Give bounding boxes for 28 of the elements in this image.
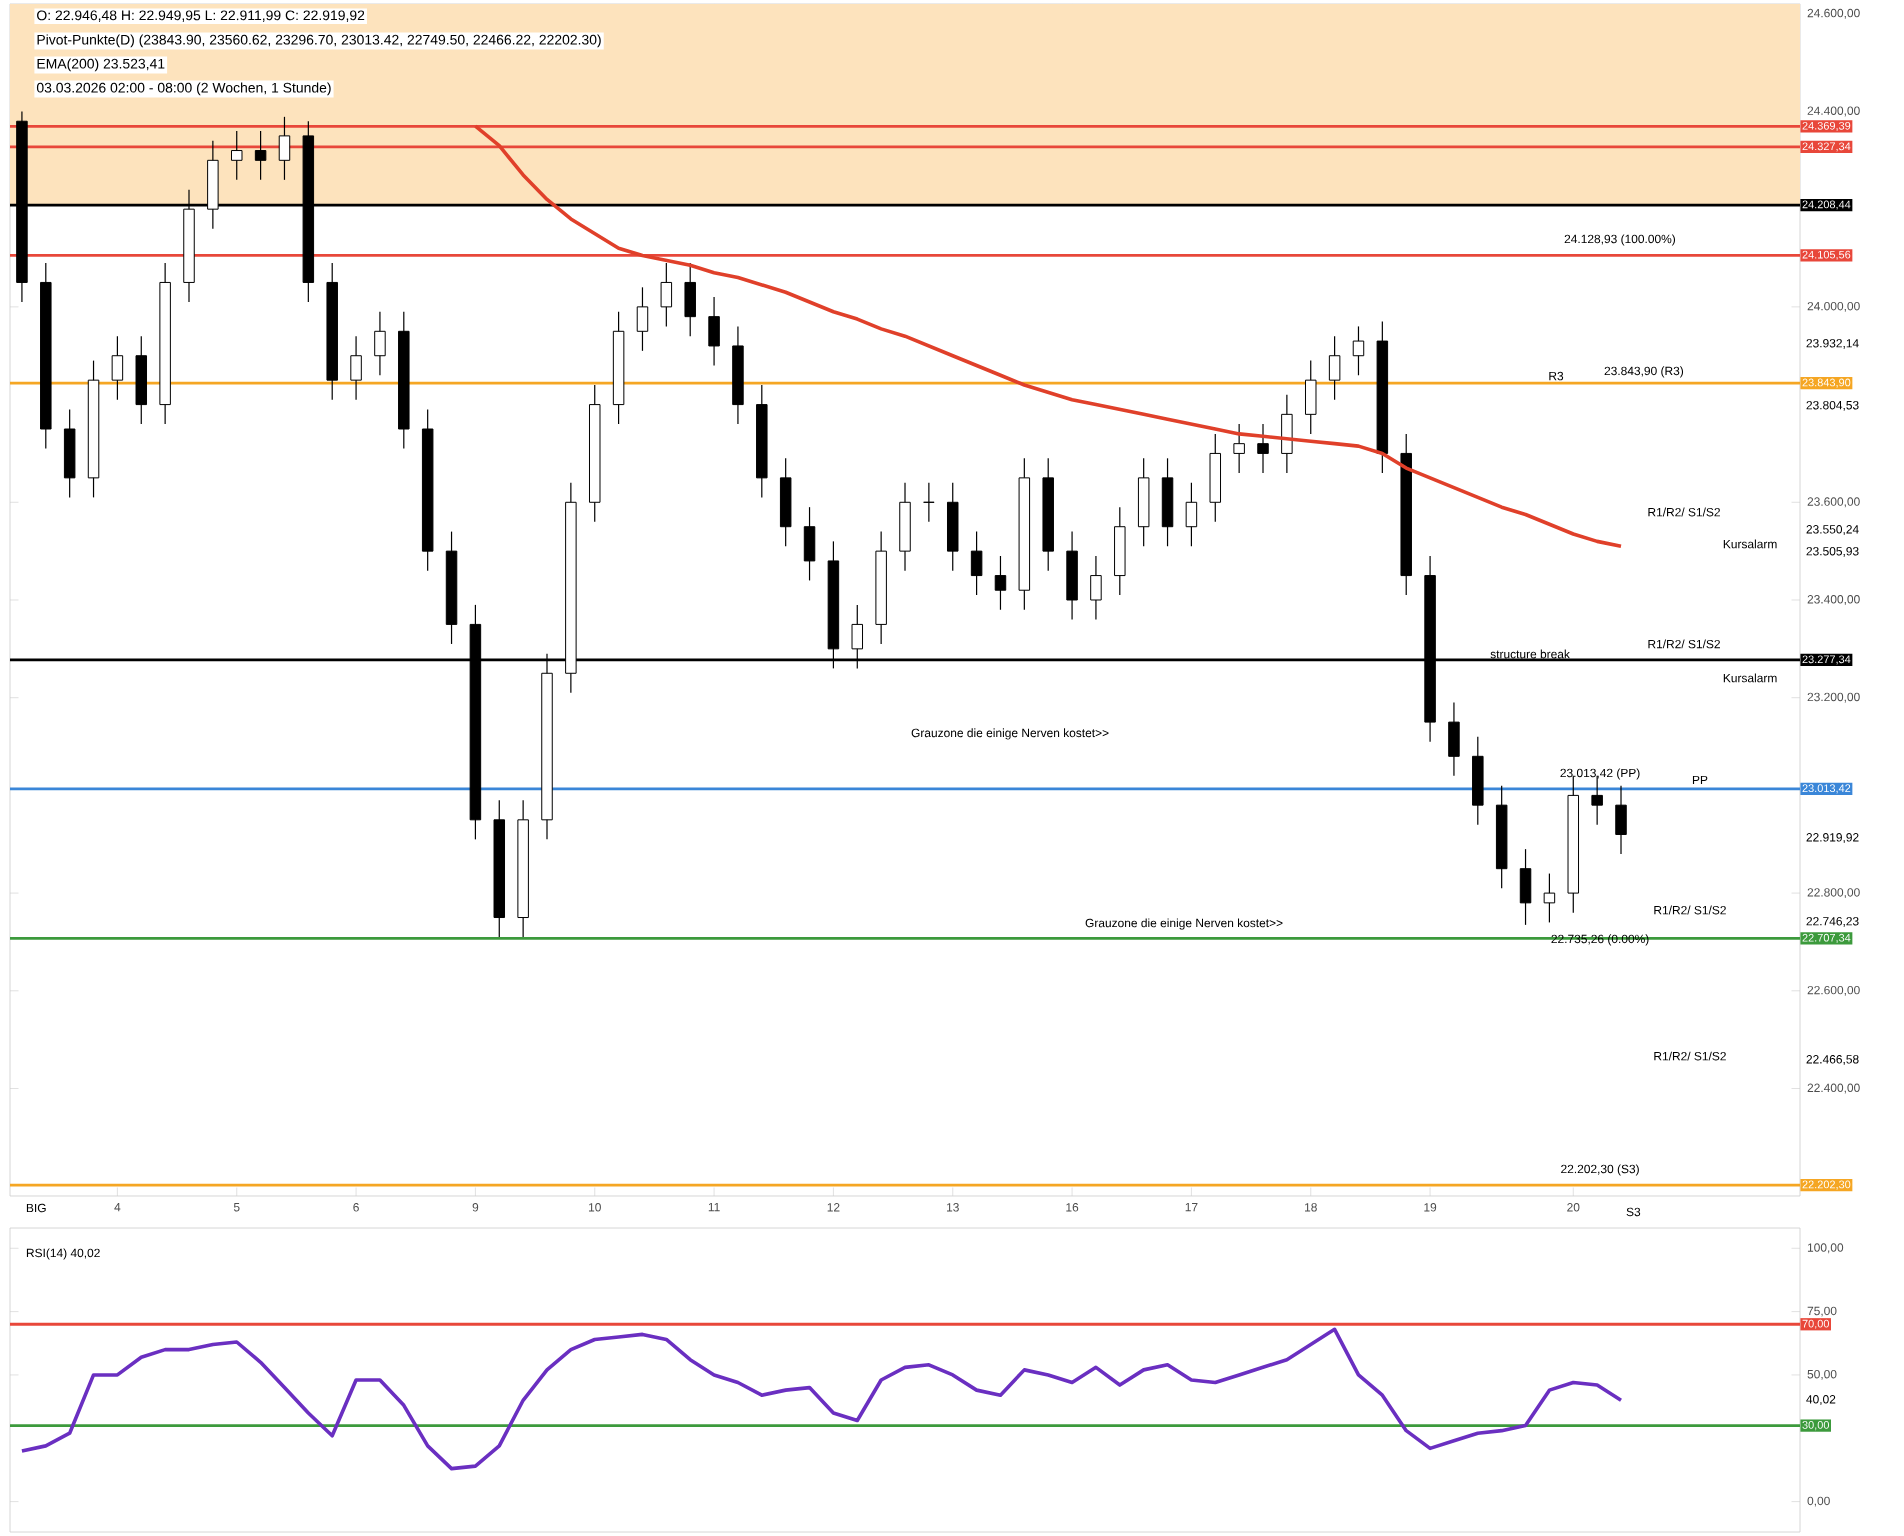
candlestick — [1543, 872, 1556, 924]
candlestick — [660, 262, 673, 328]
candlestick — [1233, 423, 1245, 474]
candlestick — [111, 335, 124, 401]
candlestick — [1185, 482, 1198, 547]
candlestick — [278, 116, 291, 181]
candlestick — [1519, 848, 1532, 926]
candlestick — [1615, 785, 1627, 855]
candlestick — [708, 296, 720, 367]
candlestick — [1090, 555, 1102, 621]
candlestick — [1352, 325, 1365, 376]
candlestick — [636, 286, 649, 352]
candlestick — [350, 335, 362, 401]
candlestick — [1591, 775, 1603, 826]
candlestick — [970, 530, 983, 596]
candlestick — [374, 311, 386, 376]
candlestick — [684, 262, 696, 337]
candlestick — [1304, 360, 1317, 435]
candlestick — [1328, 335, 1341, 401]
candlestick — [230, 130, 243, 181]
candlestick — [803, 506, 816, 582]
candlestick — [254, 130, 267, 181]
candlestick — [923, 482, 935, 523]
candlestick — [1281, 394, 1293, 474]
candlestick — [1257, 423, 1269, 474]
line-series — [20, 1327, 1623, 1471]
candlestick — [1448, 701, 1460, 777]
candlestick — [994, 555, 1007, 611]
